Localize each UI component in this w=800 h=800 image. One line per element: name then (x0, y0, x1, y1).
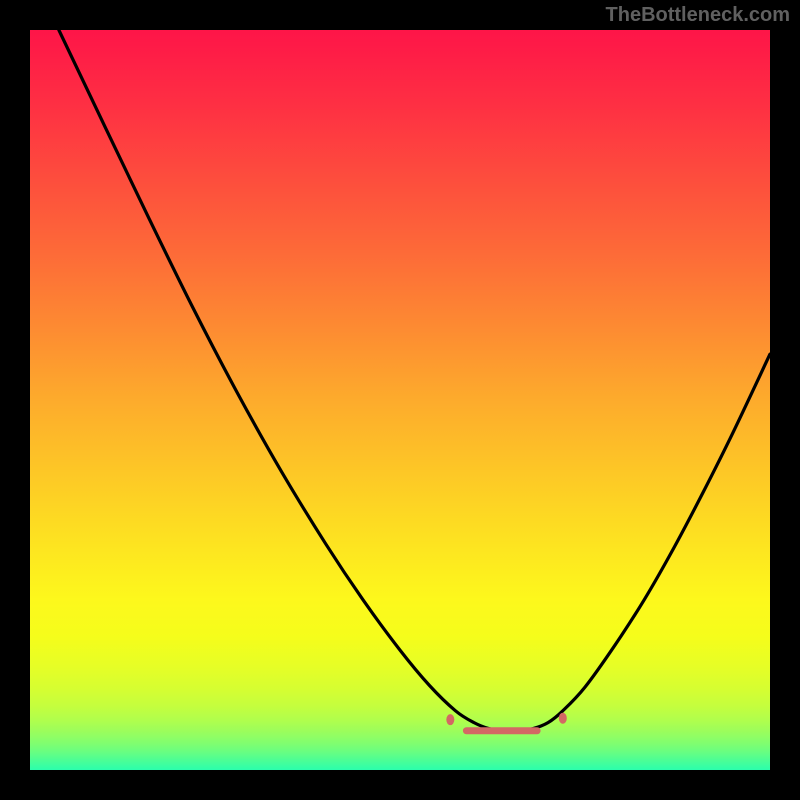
marker-dot (559, 713, 567, 724)
curve-path (59, 30, 770, 731)
plot-area (30, 30, 770, 770)
marker-bar (463, 727, 541, 734)
watermark-label: TheBottleneck.com (606, 4, 790, 27)
bottleneck-curve (30, 30, 770, 770)
marker-dot (446, 714, 454, 725)
chart-container: TheBottleneck.com (0, 0, 800, 800)
